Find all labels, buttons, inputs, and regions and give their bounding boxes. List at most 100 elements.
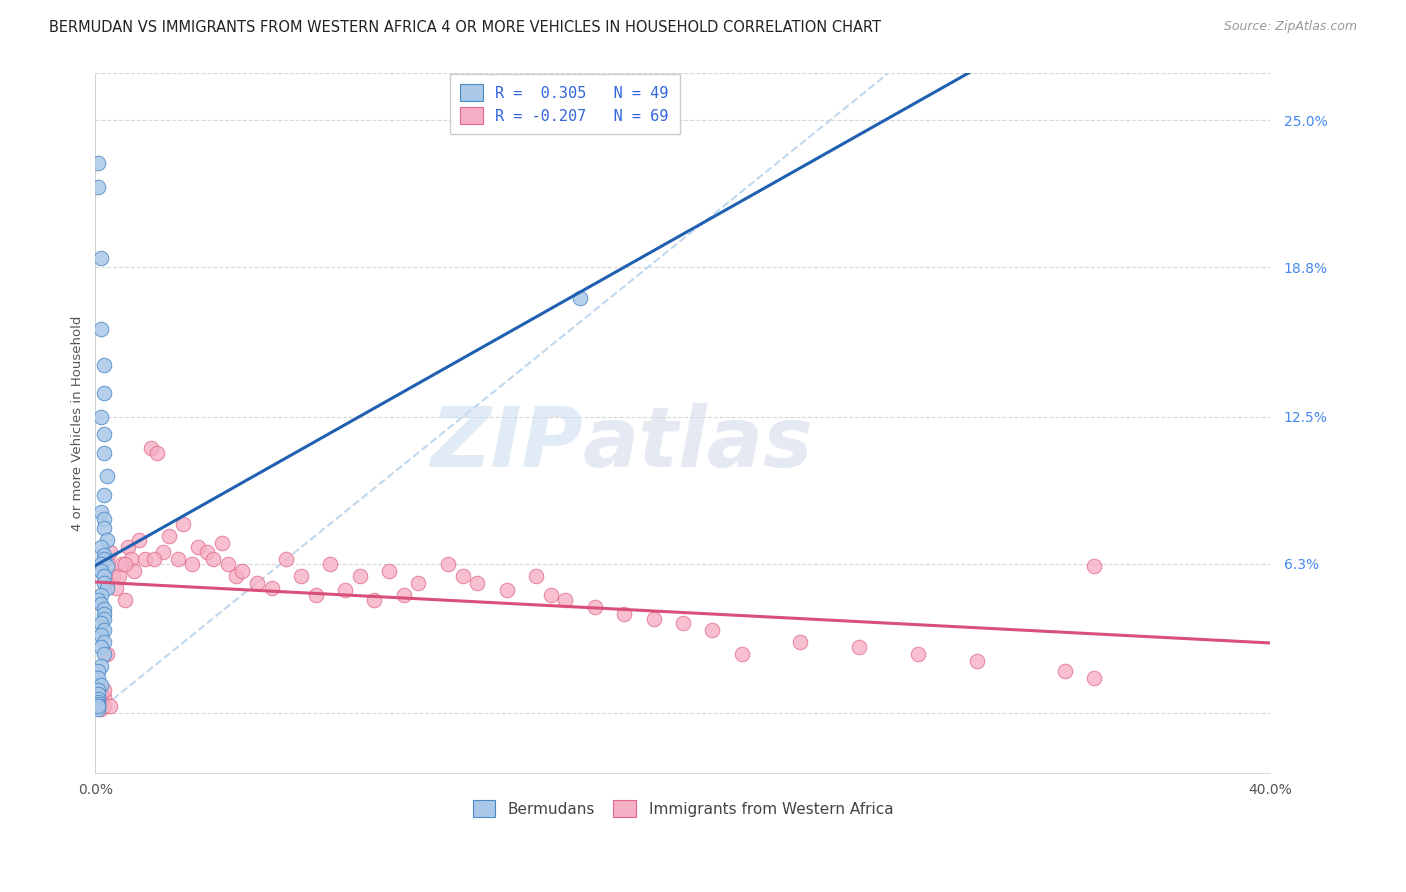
Point <box>87 701 110 715</box>
Point <box>96 469 118 483</box>
Point <box>93 548 115 562</box>
Point <box>378 564 401 578</box>
Point <box>104 581 127 595</box>
Point <box>93 602 115 616</box>
Point <box>789 635 811 649</box>
Point <box>524 569 547 583</box>
Point <box>114 557 136 571</box>
Point <box>465 576 488 591</box>
Point <box>101 569 124 583</box>
Point <box>195 545 218 559</box>
Point <box>90 505 112 519</box>
Point <box>93 512 115 526</box>
Point <box>349 569 371 583</box>
Point <box>90 678 112 692</box>
Point <box>93 690 115 704</box>
Text: BERMUDAN VS IMMIGRANTS FROM WESTERN AFRICA 4 OR MORE VEHICLES IN HOUSEHOLD CORRE: BERMUDAN VS IMMIGRANTS FROM WESTERN AFRI… <box>49 20 882 35</box>
Point <box>231 564 253 578</box>
Point <box>966 654 988 668</box>
Point <box>128 533 150 548</box>
Point <box>554 592 576 607</box>
Point <box>540 588 562 602</box>
Text: Source: ZipAtlas.com: Source: ZipAtlas.com <box>1223 20 1357 33</box>
Point <box>613 607 636 621</box>
Point <box>87 671 110 685</box>
Point <box>93 682 115 697</box>
Point <box>98 545 121 559</box>
Point <box>260 581 283 595</box>
Point <box>93 699 115 714</box>
Point <box>569 291 592 305</box>
Point <box>93 358 115 372</box>
Point <box>87 699 110 714</box>
Point <box>93 552 115 566</box>
Point <box>93 426 115 441</box>
Point <box>90 588 112 602</box>
Point <box>87 688 110 702</box>
Legend: Bermudans, Immigrants from Western Africa: Bermudans, Immigrants from Western Afric… <box>465 793 901 824</box>
Point <box>87 692 110 706</box>
Point <box>172 516 194 531</box>
Point <box>93 647 115 661</box>
Point <box>93 607 115 621</box>
Point <box>90 640 112 654</box>
Point <box>90 597 112 611</box>
Point <box>1083 671 1105 685</box>
Point <box>187 541 209 555</box>
Point <box>333 583 356 598</box>
Point <box>96 533 118 548</box>
Point <box>93 488 115 502</box>
Point <box>93 635 115 649</box>
Point <box>495 583 517 598</box>
Point <box>305 588 328 602</box>
Point <box>114 592 136 607</box>
Point <box>211 535 233 549</box>
Point <box>201 552 224 566</box>
Point <box>217 557 239 571</box>
Point <box>93 611 115 625</box>
Point <box>87 682 110 697</box>
Point <box>96 552 118 566</box>
Point <box>117 541 139 555</box>
Point <box>93 624 115 638</box>
Point <box>96 581 118 595</box>
Point <box>87 699 110 714</box>
Point <box>246 576 269 591</box>
Point <box>134 552 156 566</box>
Point <box>87 699 110 714</box>
Text: atlas: atlas <box>583 403 814 484</box>
Point <box>93 521 115 535</box>
Point <box>225 569 247 583</box>
Point <box>583 599 606 614</box>
Point <box>1053 664 1076 678</box>
Text: ZIP: ZIP <box>430 403 583 484</box>
Point <box>907 647 929 661</box>
Point <box>96 647 118 661</box>
Point <box>152 545 174 559</box>
Point <box>408 576 430 591</box>
Point <box>122 564 145 578</box>
Y-axis label: 4 or more Vehicles in Household: 4 or more Vehicles in Household <box>72 315 84 531</box>
Point <box>90 409 112 424</box>
Point <box>437 557 460 571</box>
Point <box>90 628 112 642</box>
Point <box>141 441 163 455</box>
Point <box>87 156 110 170</box>
Point <box>93 386 115 401</box>
Point <box>1083 559 1105 574</box>
Point <box>90 557 112 571</box>
Point <box>848 640 870 654</box>
Point <box>93 569 115 583</box>
Point <box>702 624 724 638</box>
Point <box>93 445 115 459</box>
Point <box>90 701 112 715</box>
Point <box>90 695 112 709</box>
Point <box>87 592 110 607</box>
Point <box>363 592 385 607</box>
Point <box>451 569 474 583</box>
Point <box>90 251 112 265</box>
Point <box>111 557 134 571</box>
Point <box>96 559 118 574</box>
Point <box>87 695 110 709</box>
Point <box>90 541 112 555</box>
